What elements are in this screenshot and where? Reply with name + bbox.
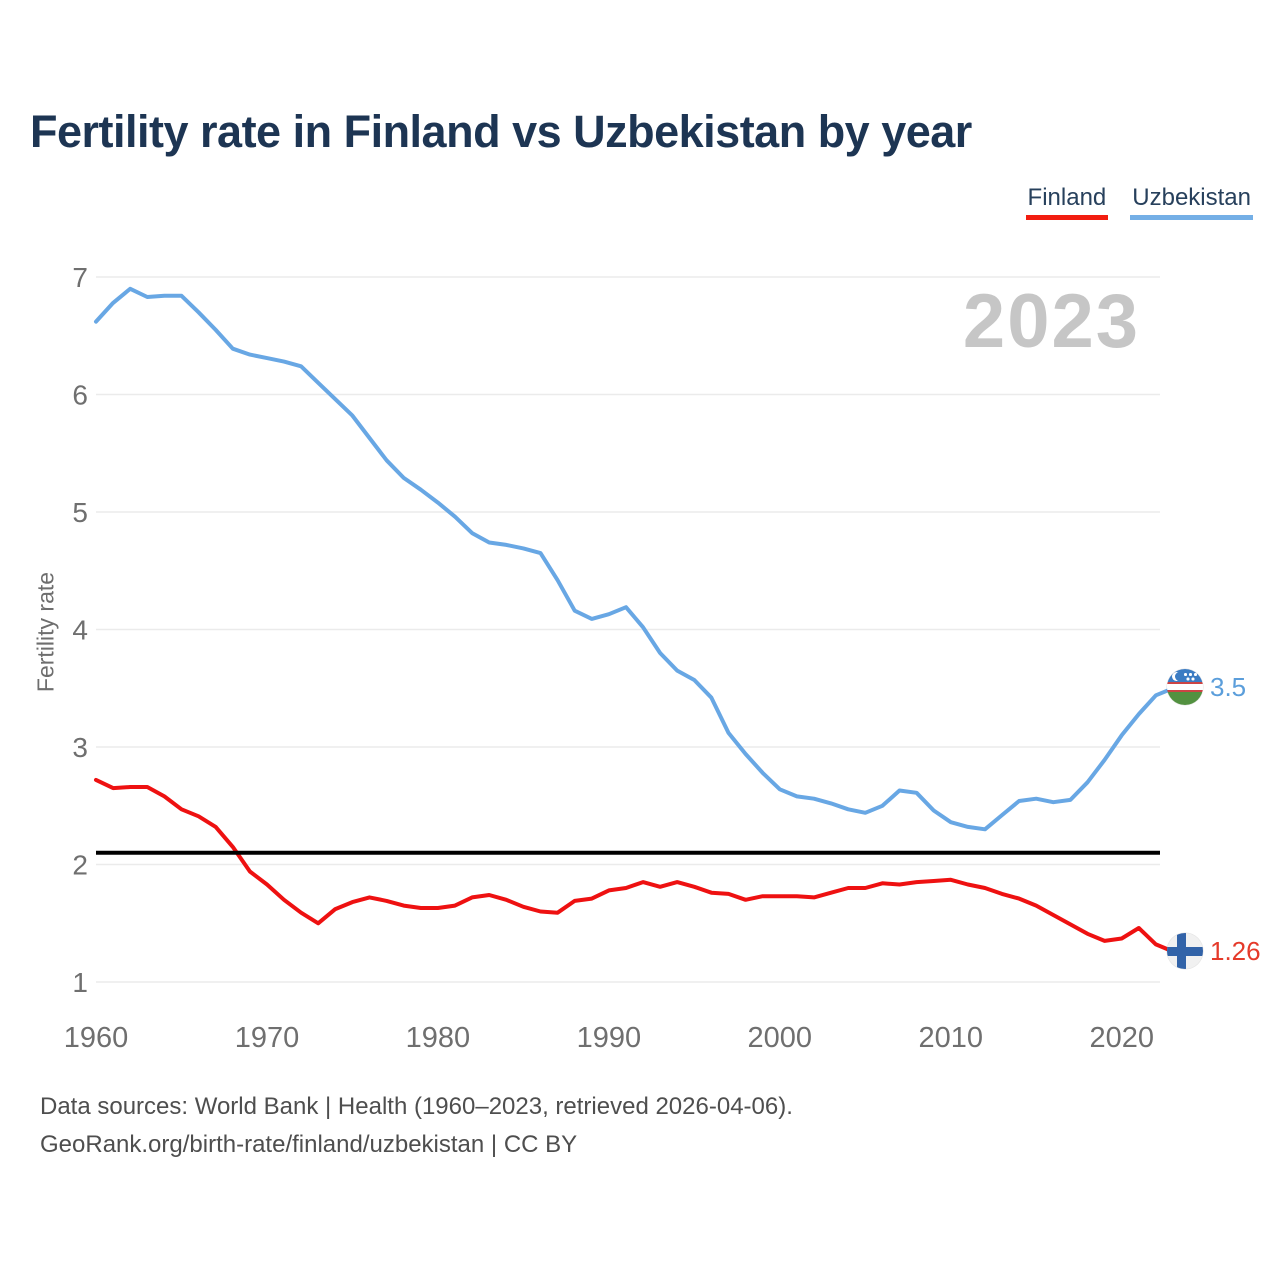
x-tick-label: 2010 bbox=[919, 1022, 984, 1054]
legend-label-uzbekistan: Uzbekistan bbox=[1132, 184, 1251, 211]
uzbekistan-end-marker: 3.5 bbox=[1167, 669, 1246, 705]
x-tick-label: 1980 bbox=[406, 1022, 471, 1054]
y-axis-title: Fertility rate bbox=[32, 571, 59, 693]
x-tick-label: 2000 bbox=[748, 1022, 813, 1054]
y-tick-label: 2 bbox=[72, 850, 88, 881]
page-title: Fertility rate in Finland vs Uzbekistan … bbox=[30, 106, 972, 157]
footer: Data sources: World Bank | Health (1960–… bbox=[40, 1088, 793, 1164]
x-tick-label: 2020 bbox=[1089, 1022, 1154, 1054]
x-tick-label: 1960 bbox=[64, 1022, 129, 1054]
uzbekistan-end-value: 3.5 bbox=[1210, 671, 1247, 702]
y-tick-label: 1 bbox=[72, 967, 88, 998]
crescent-icon bbox=[1172, 672, 1184, 681]
y-tick-label: 4 bbox=[72, 615, 88, 646]
y-tick-label: 3 bbox=[72, 732, 88, 763]
year-watermark: 2023 bbox=[962, 279, 1140, 364]
finland-end-marker: 1.26 bbox=[1167, 933, 1261, 969]
legend-label-finland: Finland bbox=[1027, 184, 1107, 211]
legend-item-uzbekistan[interactable]: Uzbekistan bbox=[1130, 184, 1253, 220]
finland-end-value: 1.26 bbox=[1210, 935, 1261, 966]
legend-underline-finland bbox=[1025, 215, 1109, 220]
data-sources-line: Data sources: World Bank | Health (1960–… bbox=[40, 1093, 793, 1120]
uzbekistan-flag-icon bbox=[1167, 669, 1203, 705]
legend: Finland Uzbekistan bbox=[1025, 184, 1253, 220]
stars-icon bbox=[1184, 673, 1187, 676]
y-tick-label: 7 bbox=[72, 262, 88, 293]
attribution-line: GeoRank.org/birth-rate/finland/uzbekista… bbox=[40, 1131, 578, 1158]
legend-underline-uzbekistan bbox=[1130, 215, 1253, 220]
uzbekistan-line[interactable] bbox=[94, 286, 1175, 832]
y-tick-label: 6 bbox=[72, 380, 88, 411]
finland-flag-icon bbox=[1167, 933, 1203, 969]
finland-line[interactable] bbox=[94, 777, 1175, 954]
x-tick-label: 1970 bbox=[235, 1022, 300, 1054]
x-tick-label: 1990 bbox=[577, 1022, 642, 1054]
legend-item-finland[interactable]: Finland bbox=[1025, 184, 1109, 220]
cross-horizontal-bar bbox=[1167, 946, 1203, 956]
y-tick-label: 5 bbox=[72, 497, 88, 528]
